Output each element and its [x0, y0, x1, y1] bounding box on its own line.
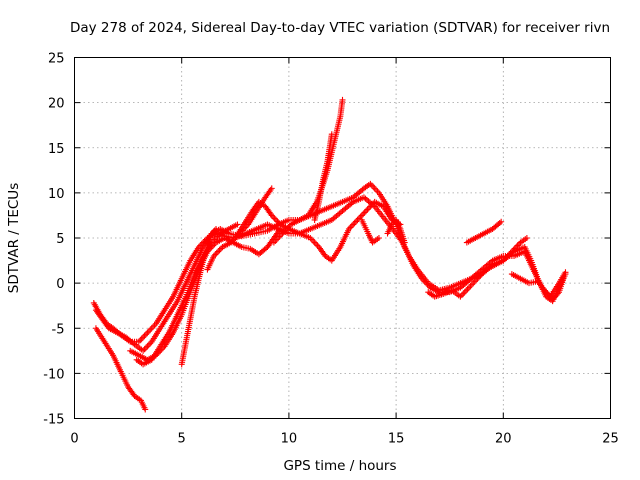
data-point-marker	[145, 341, 152, 348]
data-point-marker	[550, 294, 557, 301]
data-point-marker	[142, 331, 149, 338]
grid-lines	[74, 57, 611, 419]
series-track-6	[178, 225, 220, 368]
data-point-marker	[130, 340, 137, 347]
chart-title: Day 278 of 2024, Sidereal Day-to-day VTE…	[70, 20, 610, 36]
data-point-marker	[138, 335, 145, 342]
data-point-marker	[355, 215, 362, 222]
y-axis-label: SDTVAR / TECUs	[6, 183, 22, 293]
data-point-marker	[465, 284, 472, 291]
data-point-marker	[147, 326, 154, 333]
data-point-marker	[364, 206, 371, 213]
data-point-marker	[368, 182, 375, 189]
y-tick-label: 0	[56, 277, 64, 292]
data-point-marker	[363, 207, 370, 214]
data-point-marker	[496, 219, 503, 226]
data-point-marker	[373, 186, 380, 193]
x-tick-label: 25	[602, 432, 619, 447]
data-point-marker	[371, 185, 378, 192]
y-tick-label: 20	[48, 97, 65, 112]
y-tick-label: -10	[43, 367, 64, 382]
data-point-marker	[461, 289, 468, 296]
data-point-marker	[215, 248, 222, 255]
series-track-2	[92, 180, 569, 354]
x-tick-label: 0	[70, 432, 78, 447]
series-track-15	[508, 271, 567, 303]
data-point-marker	[313, 241, 320, 248]
data-point-marker	[310, 238, 317, 245]
data-point-marker	[234, 221, 241, 228]
data-point-marker	[554, 290, 561, 297]
data-point-marker	[547, 293, 554, 300]
data-point-marker	[560, 275, 567, 282]
data-point-marker	[141, 332, 148, 339]
data-point-marker	[142, 406, 149, 413]
x-tick-label: 15	[388, 432, 405, 447]
data-point-marker	[271, 215, 278, 222]
data-point-marker	[213, 225, 220, 232]
x-axis-label: GPS time / hours	[283, 458, 396, 474]
data-point-marker	[361, 209, 368, 216]
data-point-marker	[458, 292, 465, 299]
data-point-marker	[543, 289, 550, 296]
series-track-5	[133, 221, 241, 368]
series-track-3	[92, 325, 149, 413]
data-point-marker	[145, 328, 152, 335]
data-point-marker	[464, 286, 471, 293]
data-point-marker	[216, 247, 223, 254]
data-point-marker	[360, 210, 367, 217]
data-point-marker	[498, 218, 505, 225]
data-point-marker	[562, 269, 569, 276]
data-point-marker	[268, 185, 275, 192]
series-track-12	[384, 216, 408, 246]
data-series	[90, 96, 569, 413]
data-point-marker	[137, 337, 144, 344]
data-point-marker	[350, 221, 357, 228]
y-tick-label: 10	[48, 187, 65, 202]
series-track-9	[270, 96, 346, 246]
x-tick-label: 20	[495, 432, 512, 447]
data-point-marker	[463, 287, 470, 294]
tick-labels: 0 5 10 15 20 25 -15 -10 -5 0 5 10 15 20 25	[43, 52, 619, 447]
data-point-marker	[544, 290, 551, 297]
data-point-marker	[401, 239, 408, 246]
data-point-marker	[144, 343, 151, 350]
data-point-marker	[213, 250, 220, 257]
x-tick-label: 5	[178, 432, 186, 447]
data-point-marker	[148, 325, 155, 332]
data-point-marker	[339, 96, 346, 103]
y-tick-label: 15	[48, 142, 65, 157]
data-point-marker	[144, 329, 151, 336]
series-track-13	[463, 218, 505, 246]
y-tick-label: 5	[56, 232, 64, 247]
y-tick-label: -5	[52, 322, 65, 337]
data-point-marker	[351, 219, 358, 226]
plot-frame	[74, 57, 611, 419]
series-track-10	[311, 131, 335, 223]
y-tick-label: -15	[43, 413, 64, 428]
y-tick-label: 25	[48, 52, 65, 67]
data-point-marker	[552, 293, 559, 300]
data-point-marker	[328, 131, 335, 138]
data-point-marker	[311, 239, 318, 246]
data-point-marker	[375, 235, 382, 241]
series-track-14	[425, 235, 530, 300]
data-point-marker	[150, 323, 157, 330]
x-tick-label: 10	[281, 432, 298, 447]
data-point-marker	[140, 334, 147, 341]
data-point-marker	[365, 204, 372, 211]
data-point-marker	[353, 218, 360, 225]
series-track-11	[358, 216, 382, 246]
data-point-marker	[141, 346, 148, 353]
data-point-marker	[549, 296, 556, 303]
data-point-marker	[545, 292, 552, 299]
data-point-marker	[553, 292, 560, 299]
data-point-marker	[523, 235, 530, 241]
data-point-marker	[348, 222, 355, 229]
